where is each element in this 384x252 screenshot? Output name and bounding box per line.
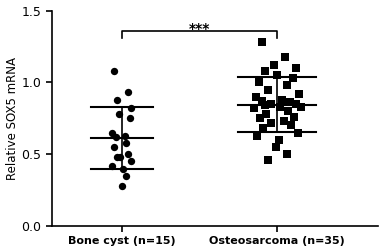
Point <box>276 138 282 142</box>
Point <box>122 134 128 138</box>
Text: ***: *** <box>189 22 210 36</box>
Point <box>117 155 123 159</box>
Point <box>123 174 129 178</box>
Point <box>285 109 291 113</box>
Point <box>280 119 286 123</box>
Point <box>120 167 126 171</box>
Point <box>254 134 260 138</box>
Point <box>256 80 262 84</box>
Point <box>114 155 120 159</box>
Point <box>262 69 268 73</box>
Point <box>273 145 279 149</box>
Point <box>126 116 132 120</box>
Point <box>109 164 116 168</box>
Point <box>282 54 288 58</box>
Point <box>262 103 268 107</box>
Point <box>279 98 285 102</box>
Point <box>128 159 134 163</box>
Point <box>271 63 277 67</box>
Point <box>111 145 117 149</box>
Point <box>252 95 258 99</box>
Point <box>265 158 271 162</box>
Point <box>259 40 265 44</box>
Point <box>113 135 119 139</box>
Point <box>277 105 283 109</box>
Point <box>125 152 131 156</box>
Point <box>274 73 280 77</box>
Y-axis label: Relative SOX5 mRNA: Relative SOX5 mRNA <box>5 57 18 180</box>
Point <box>263 112 270 116</box>
Point <box>284 83 290 87</box>
Point <box>119 184 125 188</box>
Point <box>268 102 274 106</box>
Point <box>259 99 265 103</box>
Point <box>293 102 299 106</box>
Point <box>123 141 129 145</box>
Point <box>109 131 116 135</box>
Point <box>116 112 122 116</box>
Point <box>288 123 295 128</box>
Point <box>287 101 293 105</box>
Point <box>128 106 134 110</box>
Point <box>114 98 120 102</box>
Point <box>298 105 304 109</box>
Point <box>125 90 131 94</box>
Point <box>296 92 302 96</box>
Point <box>265 87 271 91</box>
Point <box>260 126 266 130</box>
Point <box>293 66 299 70</box>
Point <box>111 69 117 73</box>
Point <box>257 116 263 120</box>
Point <box>291 115 298 119</box>
Point <box>251 106 257 110</box>
Point <box>268 121 274 125</box>
Point <box>295 131 301 135</box>
Point <box>290 76 296 80</box>
Point <box>284 152 290 156</box>
